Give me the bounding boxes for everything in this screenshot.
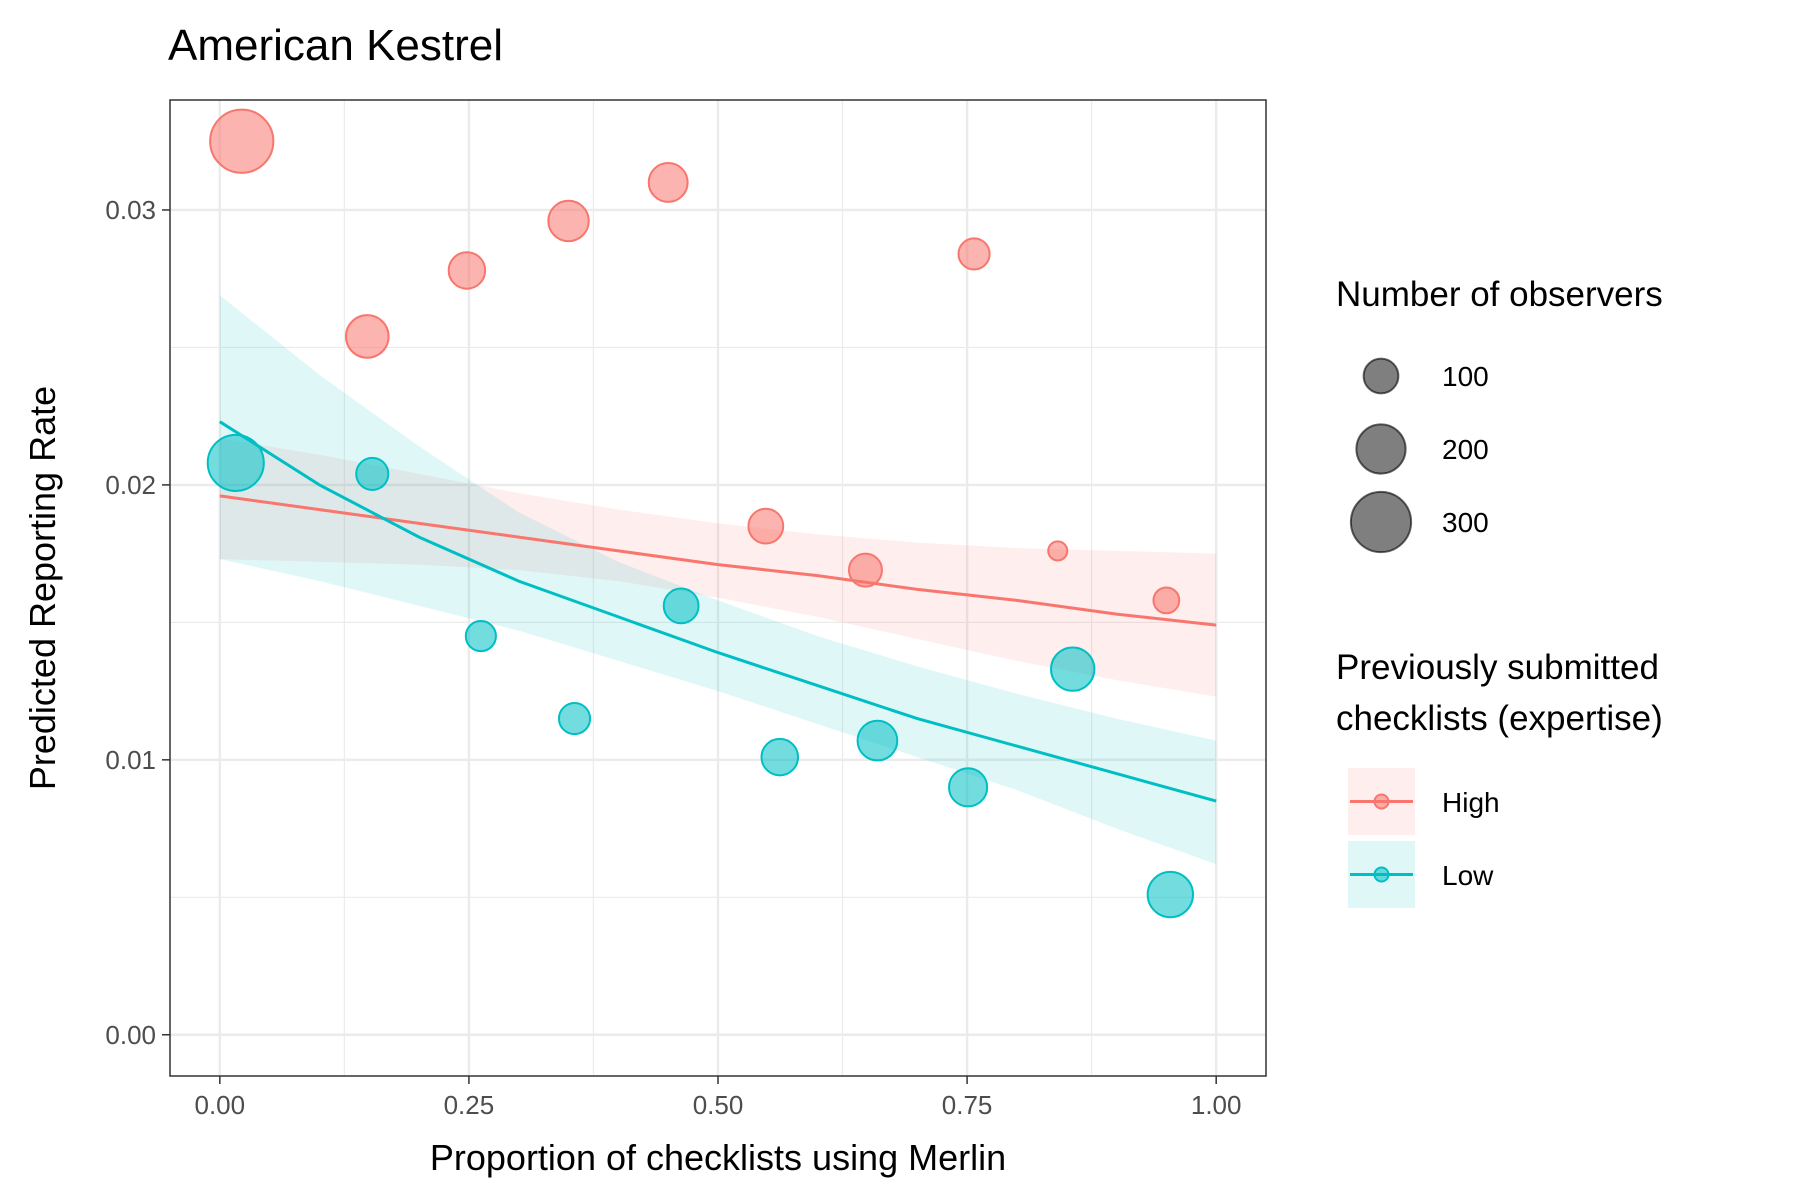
y-axis: 0.00 0.01 0.02 0.03 xyxy=(105,195,170,1050)
size-legend-circle xyxy=(1362,357,1400,395)
y-tick-label: 0.03 xyxy=(105,195,156,225)
size-legend-title: Number of observers xyxy=(1336,275,1663,314)
plot-panel xyxy=(169,99,1267,1077)
chart-title: American Kestrel xyxy=(168,21,503,70)
color-legend-keys: High Low xyxy=(1348,768,1500,908)
grid xyxy=(170,100,1266,1076)
point-low xyxy=(355,456,390,491)
point-high xyxy=(647,162,689,203)
confidence-ribbon-low xyxy=(219,295,1217,865)
x-tick-label: 1.00 xyxy=(1191,1090,1242,1120)
y-tick-label: 0.00 xyxy=(105,1020,156,1050)
point-high xyxy=(447,251,487,290)
size-legend-label: 100 xyxy=(1442,361,1489,392)
point-low xyxy=(206,433,265,492)
point-low xyxy=(662,587,700,625)
point-low xyxy=(760,737,800,777)
confidence-ribbon-high xyxy=(219,438,1217,697)
point-high xyxy=(957,237,991,271)
x-tick-label: 0.25 xyxy=(444,1090,495,1120)
size-legend-label: 300 xyxy=(1442,507,1489,538)
legend-label-low: Low xyxy=(1442,860,1494,891)
size-legend-keys: 100 200 300 xyxy=(1349,357,1489,554)
fit-lines xyxy=(218,420,1217,803)
x-tick-label: 0.00 xyxy=(195,1090,246,1120)
point-low xyxy=(856,719,899,762)
y-axis-title: Predicted Reporting Rate xyxy=(22,386,63,790)
x-axis: 0.00 0.25 0.50 0.75 1.00 xyxy=(195,1076,1242,1120)
size-legend-circle xyxy=(1349,490,1413,554)
legend-key-point-low xyxy=(1373,866,1390,883)
y-tick-label: 0.02 xyxy=(105,470,156,500)
x-tick-label: 0.75 xyxy=(942,1090,993,1120)
point-low xyxy=(464,620,497,653)
color-legend-title-line-1: Previously submitted xyxy=(1336,648,1659,687)
point-high xyxy=(209,108,275,174)
point-high xyxy=(847,552,883,588)
point-high xyxy=(1047,540,1069,562)
point-high xyxy=(1152,586,1181,615)
point-high xyxy=(747,507,785,545)
size-legend-circle xyxy=(1355,423,1407,475)
color-legend-title-line-2: checklists (expertise) xyxy=(1336,699,1663,738)
size-legend-label: 200 xyxy=(1442,434,1489,465)
point-low xyxy=(948,767,989,808)
legend-label-high: High xyxy=(1442,787,1500,818)
legend-key-point-high xyxy=(1373,793,1390,810)
point-low xyxy=(557,702,592,736)
point-low xyxy=(1050,646,1096,692)
point-high xyxy=(344,314,390,359)
x-tick-label: 0.50 xyxy=(693,1090,744,1120)
fit-line-low xyxy=(218,420,1217,803)
y-tick-label: 0.01 xyxy=(105,745,156,775)
data-points xyxy=(206,108,1195,919)
confidence-ribbons xyxy=(219,295,1217,865)
point-low xyxy=(1146,870,1195,919)
legend: Number of observers 100 200 300 Previously… xyxy=(1336,275,1663,908)
x-axis-title: Proportion of checklists using Merlin xyxy=(430,1137,1006,1178)
point-high xyxy=(547,199,590,243)
